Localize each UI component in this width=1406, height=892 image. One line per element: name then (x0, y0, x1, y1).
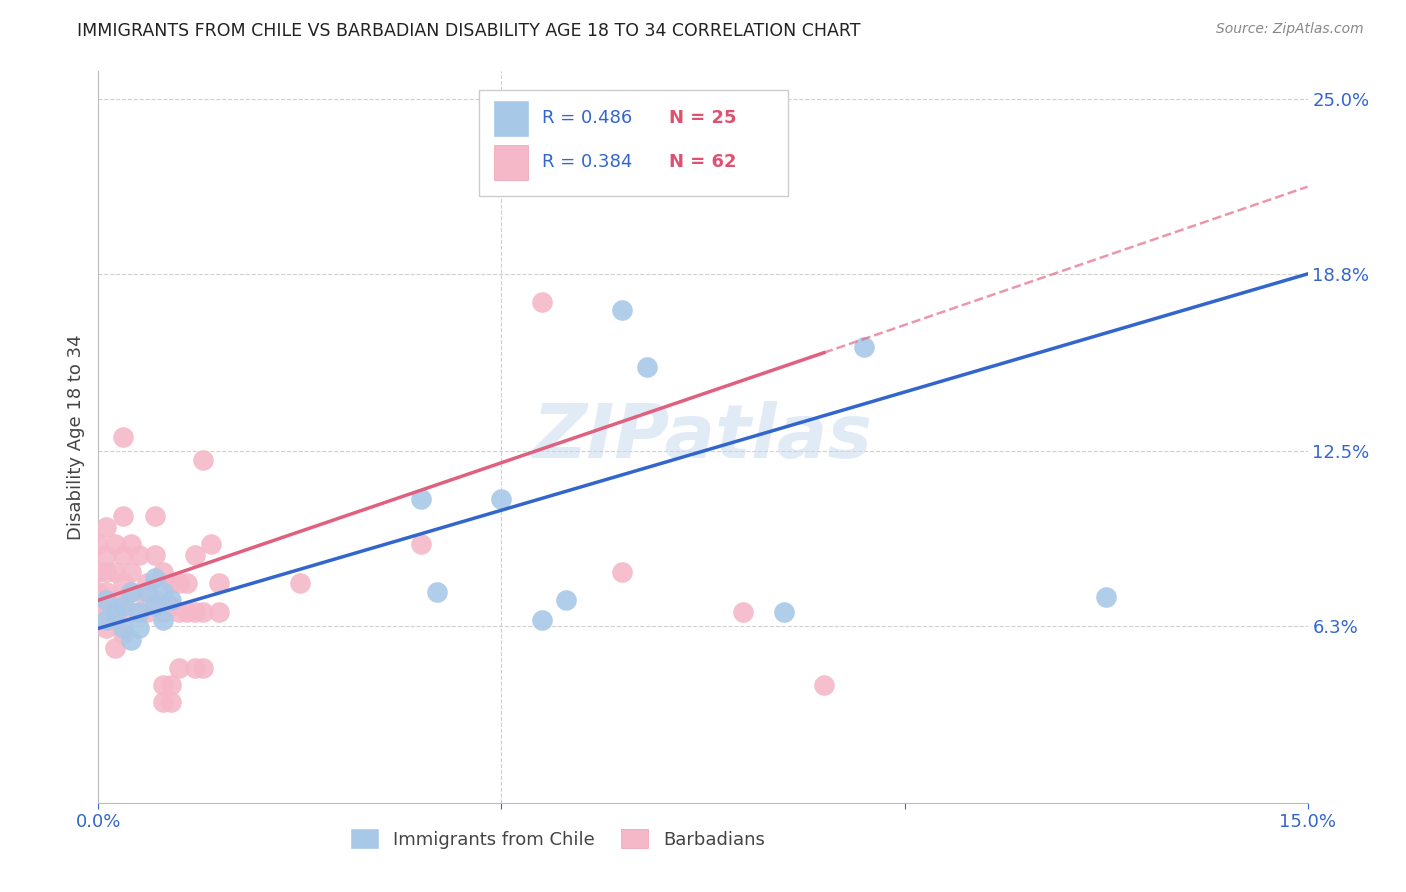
Point (176, 576, 198, 591)
Point (1095, 591, 1118, 605)
Point (491, 491, 513, 506)
Point (103, 537, 125, 551)
Point (152, 605, 174, 619)
Point (120, 565, 142, 579)
Point (733, 605, 755, 619)
Point (111, 430, 134, 444)
Point (111, 508, 134, 523)
Point (96, 584, 118, 599)
Point (111, 627, 134, 641)
Point (87, 605, 110, 619)
Point (128, 621, 150, 635)
Point (143, 508, 166, 523)
Point (96, 565, 118, 579)
Point (612, 303, 634, 318)
Point (143, 593, 166, 607)
Point (111, 548, 134, 562)
Y-axis label: Disability Age 18 to 34: Disability Age 18 to 34 (66, 334, 84, 540)
Point (135, 584, 157, 599)
Point (193, 452, 215, 467)
Text: N = 25: N = 25 (669, 109, 737, 128)
Point (96, 621, 118, 635)
Point (612, 565, 634, 579)
Point (111, 576, 134, 591)
Point (120, 537, 142, 551)
Point (96, 613, 118, 627)
Point (176, 605, 198, 619)
Point (143, 571, 166, 585)
Point (152, 678, 174, 692)
Point (208, 576, 231, 591)
Text: ZIPatlas: ZIPatlas (533, 401, 873, 474)
Point (160, 576, 183, 591)
Point (288, 576, 311, 591)
Point (111, 599, 134, 613)
Point (555, 593, 578, 607)
Point (152, 584, 174, 599)
Point (103, 605, 125, 619)
Point (120, 584, 142, 599)
Point (160, 593, 183, 607)
Point (530, 613, 553, 627)
Point (160, 678, 183, 692)
Point (208, 605, 231, 619)
Point (87, 537, 110, 551)
Point (96, 605, 118, 619)
Point (772, 605, 794, 619)
Point (143, 548, 166, 562)
Point (87, 584, 110, 599)
FancyBboxPatch shape (479, 90, 787, 195)
Point (167, 605, 190, 619)
Text: Source: ZipAtlas.com: Source: ZipAtlas.com (1216, 22, 1364, 37)
Point (409, 537, 432, 551)
Legend: Immigrants from Chile, Barbadians: Immigrants from Chile, Barbadians (344, 822, 772, 856)
Point (120, 584, 142, 599)
Point (193, 605, 215, 619)
Point (184, 605, 207, 619)
Point (160, 694, 183, 708)
Point (103, 565, 125, 579)
Text: R = 0.384: R = 0.384 (543, 153, 633, 171)
Point (409, 491, 432, 506)
Point (135, 605, 157, 619)
Point (184, 548, 207, 562)
Point (184, 661, 207, 675)
Point (160, 599, 183, 613)
Text: N = 62: N = 62 (669, 153, 737, 171)
Point (636, 359, 658, 374)
Point (152, 613, 174, 627)
Point (120, 632, 142, 647)
Point (111, 599, 134, 613)
Point (103, 593, 125, 607)
Point (167, 576, 190, 591)
Point (103, 613, 125, 627)
Point (96, 548, 118, 562)
Point (128, 605, 150, 619)
Point (853, 340, 876, 354)
Point (120, 605, 142, 619)
Point (96, 520, 118, 534)
Point (152, 694, 174, 708)
Point (128, 605, 150, 619)
Point (103, 641, 125, 656)
Point (167, 661, 190, 675)
Point (135, 576, 157, 591)
Point (111, 621, 134, 635)
Text: R = 0.486: R = 0.486 (543, 109, 633, 128)
Point (96, 593, 118, 607)
Point (128, 548, 150, 562)
Text: IMMIGRANTS FROM CHILE VS BARBADIAN DISABILITY AGE 18 TO 34 CORRELATION CHART: IMMIGRANTS FROM CHILE VS BARBADIAN DISAB… (77, 22, 860, 40)
FancyBboxPatch shape (494, 145, 527, 179)
Point (135, 593, 157, 607)
Point (143, 599, 166, 613)
Point (813, 678, 835, 692)
Point (152, 565, 174, 579)
FancyBboxPatch shape (494, 101, 527, 136)
Point (87, 565, 110, 579)
Point (193, 661, 215, 675)
Point (200, 537, 222, 551)
Point (426, 584, 449, 599)
Point (530, 295, 553, 310)
Point (96, 593, 118, 607)
